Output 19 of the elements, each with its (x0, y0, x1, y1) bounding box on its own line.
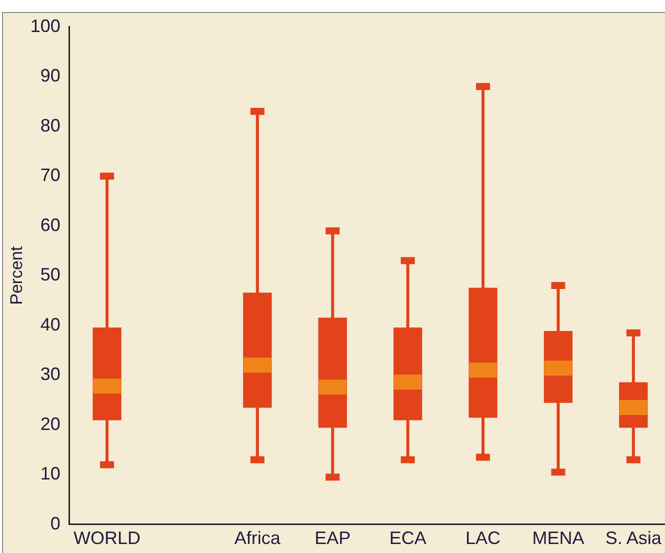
y-tick-label: 80 (40, 115, 60, 136)
y-tick-label: 70 (40, 165, 60, 186)
x-tick-label: Africa (234, 528, 282, 548)
y-tick-label: 30 (40, 364, 60, 384)
x-tick-label: EAP (314, 528, 351, 548)
y-axis-title: Percent (6, 246, 26, 305)
x-tick-label: S. Asia (605, 528, 662, 548)
x-tick-label: WORLD (74, 528, 141, 548)
y-tick-label: 0 (50, 513, 60, 534)
x-tick-label: LAC (466, 528, 501, 548)
y-tick-label: 20 (40, 414, 60, 434)
x-tick-label: ECA (389, 528, 426, 548)
y-tick-label: 40 (40, 314, 60, 334)
y-tick-label: 50 (40, 264, 60, 285)
y-tick-label: 100 (30, 16, 60, 36)
y-tick-label: 60 (40, 214, 60, 235)
y-tick-label: 90 (40, 66, 60, 86)
x-tick-label: MENA (532, 528, 584, 548)
y-tick-label: 10 (40, 464, 60, 484)
